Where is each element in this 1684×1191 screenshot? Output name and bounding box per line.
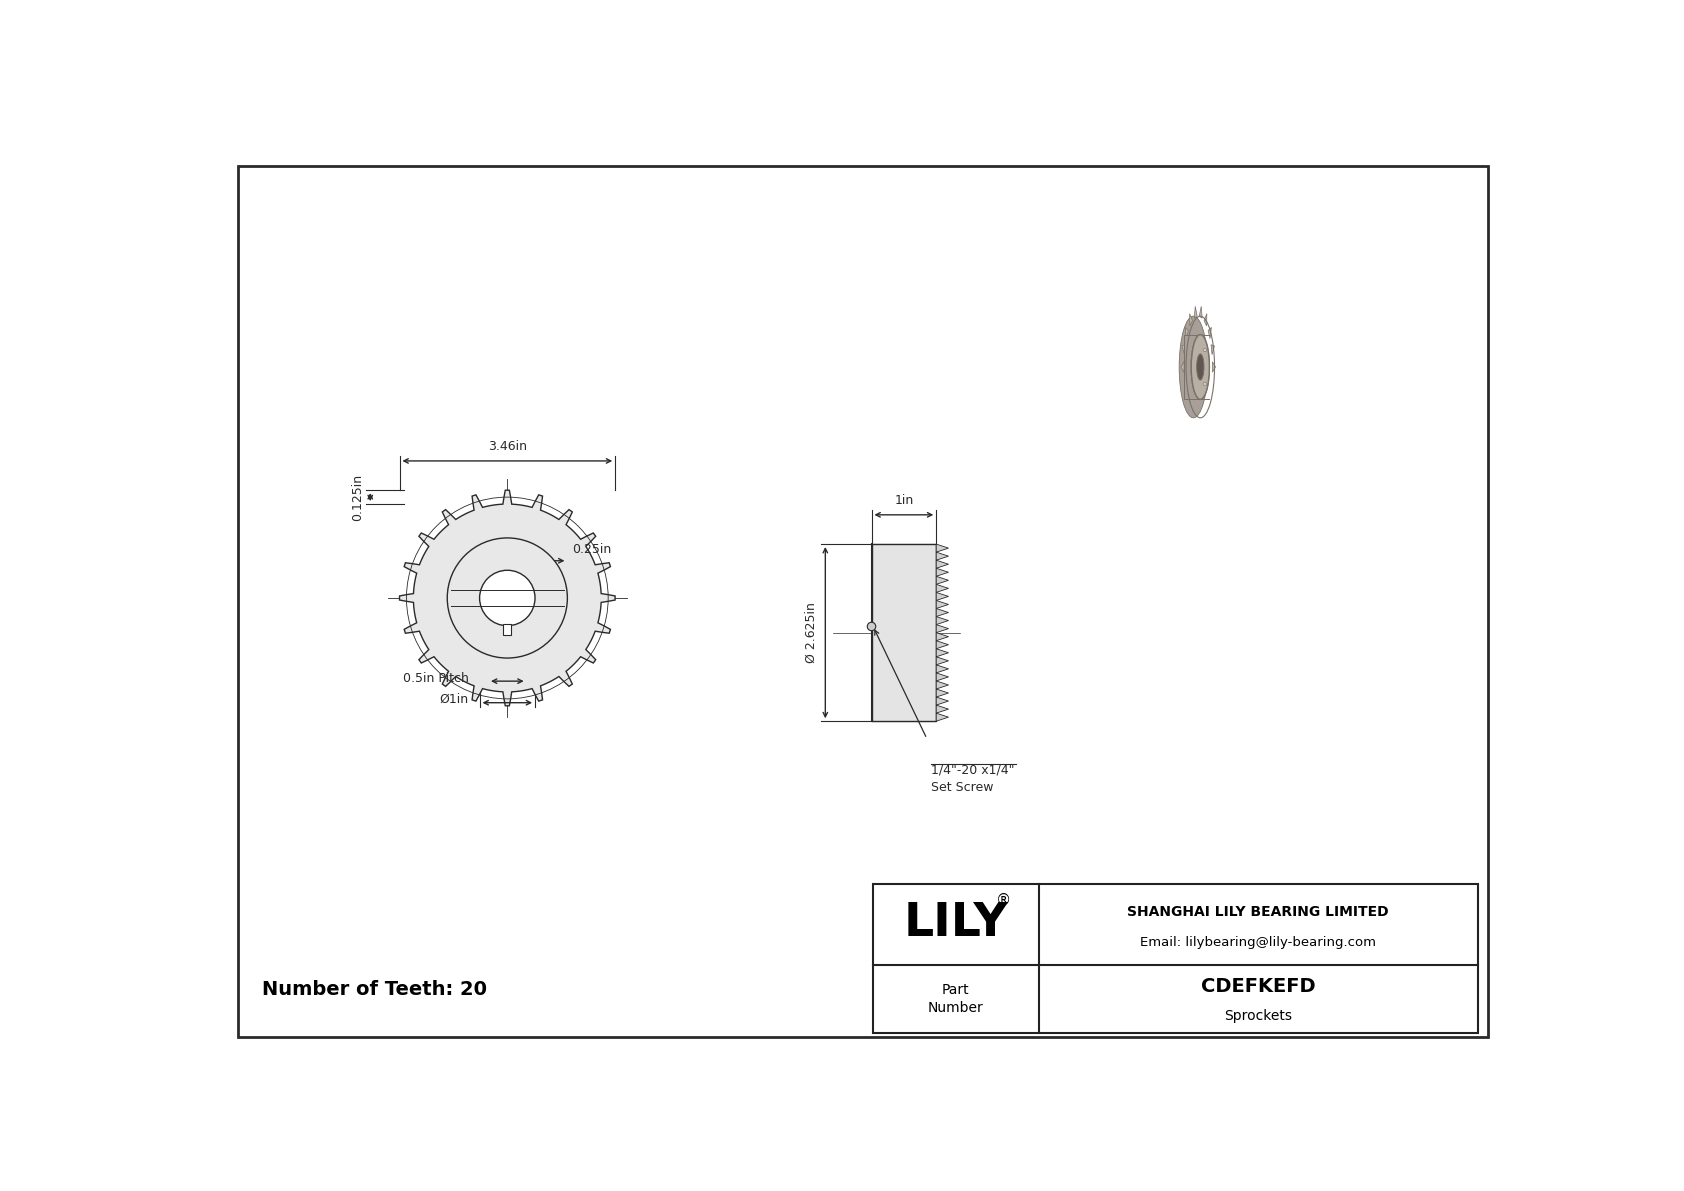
Polygon shape [936, 632, 948, 641]
Text: 1/4"-20 x1/4"
Set Screw: 1/4"-20 x1/4" Set Screw [931, 763, 1014, 793]
Polygon shape [936, 560, 948, 568]
Polygon shape [936, 656, 948, 665]
Polygon shape [936, 649, 948, 656]
Polygon shape [1180, 362, 1184, 373]
Text: Part
Number: Part Number [928, 983, 983, 1016]
Circle shape [413, 504, 601, 692]
Polygon shape [1211, 344, 1214, 355]
Text: ®: ® [995, 893, 1010, 908]
Polygon shape [1184, 335, 1209, 399]
Text: SHANGHAI LILY BEARING LIMITED: SHANGHAI LILY BEARING LIMITED [1127, 905, 1389, 919]
Polygon shape [936, 544, 948, 553]
Polygon shape [1204, 313, 1207, 326]
Polygon shape [936, 553, 948, 560]
Ellipse shape [1184, 335, 1202, 399]
Text: Ø 2.625in: Ø 2.625in [805, 603, 818, 663]
Polygon shape [936, 697, 948, 705]
Polygon shape [936, 665, 948, 673]
Polygon shape [1212, 362, 1216, 373]
Polygon shape [936, 673, 948, 681]
Polygon shape [936, 585, 948, 592]
Polygon shape [936, 592, 948, 600]
Text: 0.25in: 0.25in [573, 543, 611, 556]
Polygon shape [1207, 328, 1211, 338]
Ellipse shape [1191, 335, 1209, 399]
Polygon shape [936, 600, 948, 609]
Circle shape [867, 622, 876, 631]
Polygon shape [936, 617, 948, 624]
Polygon shape [936, 641, 948, 649]
Polygon shape [936, 681, 948, 688]
Text: Sprockets: Sprockets [1224, 1009, 1292, 1023]
Polygon shape [399, 491, 615, 706]
Polygon shape [936, 688, 948, 697]
Text: LILY: LILY [904, 900, 1009, 946]
Circle shape [1202, 382, 1206, 386]
Polygon shape [936, 705, 948, 713]
Circle shape [480, 570, 536, 625]
Ellipse shape [1179, 316, 1207, 418]
Ellipse shape [1197, 354, 1204, 380]
Polygon shape [872, 544, 936, 722]
Polygon shape [936, 609, 948, 617]
Polygon shape [1199, 306, 1202, 318]
Polygon shape [1194, 306, 1197, 318]
Ellipse shape [1191, 335, 1209, 399]
Polygon shape [1189, 313, 1192, 326]
Text: Number of Teeth: 20: Number of Teeth: 20 [263, 980, 487, 998]
Circle shape [1202, 348, 1206, 351]
Text: CDEFKEFD: CDEFKEFD [1201, 978, 1315, 997]
Polygon shape [936, 576, 948, 585]
Polygon shape [1182, 344, 1186, 355]
Circle shape [448, 538, 568, 659]
Polygon shape [504, 624, 512, 635]
Polygon shape [1186, 328, 1189, 338]
Text: 1in: 1in [894, 494, 913, 507]
Text: Ø1in: Ø1in [440, 693, 468, 706]
Text: 3.46in: 3.46in [488, 441, 527, 454]
Polygon shape [936, 713, 948, 722]
Polygon shape [936, 624, 948, 632]
Text: Email: lilybearing@lily-bearing.com: Email: lilybearing@lily-bearing.com [1140, 936, 1376, 949]
Text: 0.5in Pitch: 0.5in Pitch [402, 672, 468, 685]
Polygon shape [936, 568, 948, 576]
Text: 0.125in: 0.125in [350, 474, 364, 520]
